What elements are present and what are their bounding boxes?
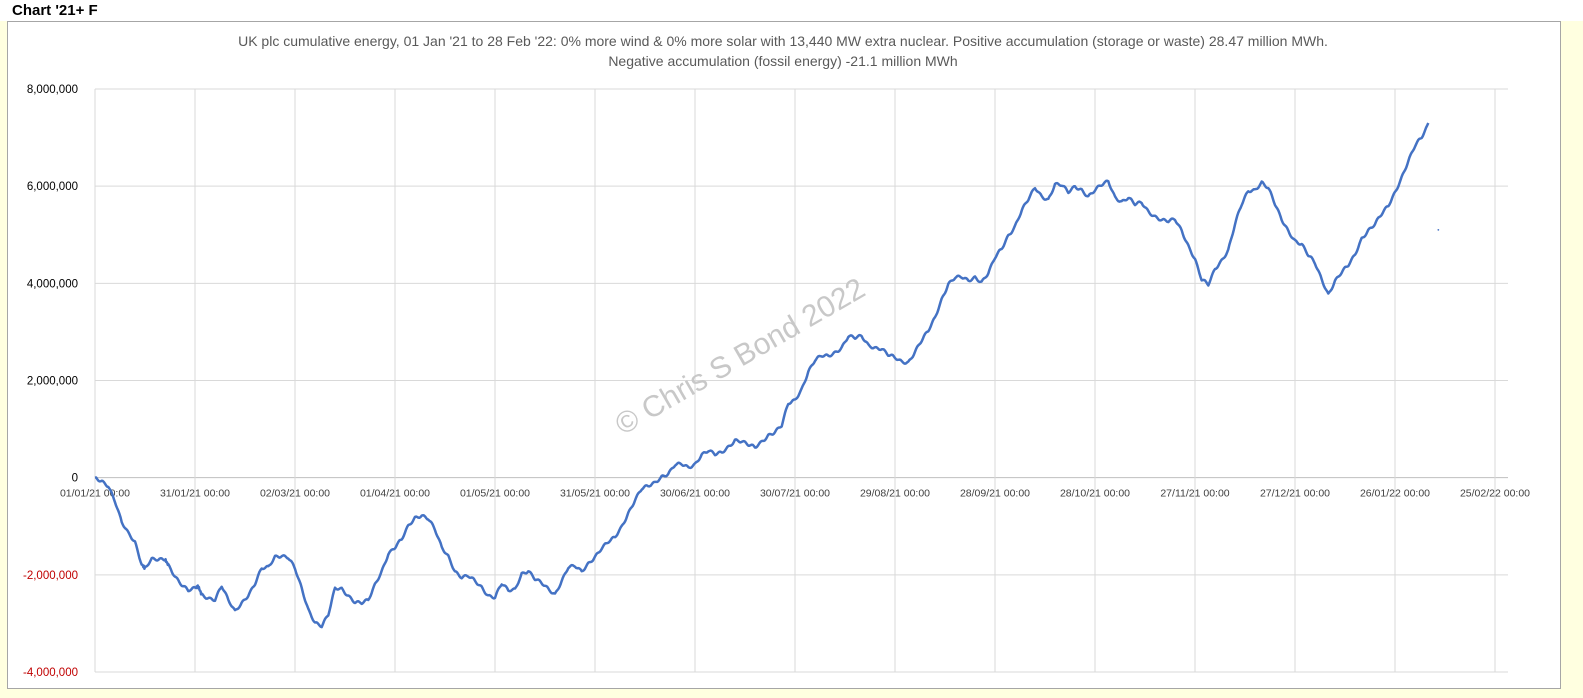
y-tick-label: 0 — [72, 473, 78, 485]
sheet-background-bottom — [0, 689, 1583, 698]
y-tick-label: 2,000,000 — [27, 376, 78, 388]
x-tick-label: 27/12/21 00:00 — [1260, 488, 1330, 500]
x-tick-label: 28/09/21 00:00 — [960, 488, 1030, 500]
x-tick-label: 27/11/21 00:00 — [1160, 488, 1229, 500]
y-tick-label: 8,000,000 — [27, 84, 78, 96]
x-tick-label: 30/07/21 00:00 — [760, 488, 830, 500]
stray-data-point — [1437, 228, 1440, 231]
x-tick-label: 31/05/21 00:00 — [560, 488, 630, 500]
x-axis-ticks: 01/01/21 00:00 31/01/21 00:00 02/03/21 00:… — [60, 488, 1530, 500]
sheet-background-left — [0, 21, 7, 698]
series-line — [94, 122, 1430, 629]
y-tick-label: -4,000,000 — [23, 667, 78, 679]
y-axis-ticks: 8,000,000 6,000,000 4,000,000 2,000,000 0 -2,… — [23, 84, 78, 679]
x-tick-label: 02/03/21 00:00 — [260, 488, 330, 500]
y-tick-label: 4,000,000 — [27, 278, 78, 290]
x-tick-label: 29/08/21 00:00 — [860, 488, 930, 500]
chart-area[interactable] — [7, 21, 1561, 689]
x-tick-label: 28/10/21 00:00 — [1060, 488, 1130, 500]
chart-subtitle: Negative accumulation (fossil energy) -2… — [608, 53, 957, 69]
x-tick-label: 01/04/21 00:00 — [360, 488, 430, 500]
x-tick-label: 01/01/21 00:00 — [60, 488, 130, 500]
chart-title: UK plc cumulative energy, 01 Jan '21 to … — [238, 33, 1328, 49]
sheet-label: Chart '21+ F — [12, 2, 98, 19]
x-tick-label: 26/01/22 00:00 — [1360, 488, 1430, 500]
sheet-background-right — [1561, 21, 1583, 698]
x-tick-label: 31/01/21 00:00 — [160, 488, 230, 500]
x-tick-label: 25/02/22 00:00 — [1460, 488, 1530, 500]
x-tick-label: 01/05/21 00:00 — [460, 488, 530, 500]
y-tick-label: 6,000,000 — [27, 181, 78, 193]
grid-lines — [94, 88, 1508, 673]
y-tick-label: -2,000,000 — [23, 570, 78, 582]
x-tick-label: 30/06/21 00:00 — [660, 488, 730, 500]
series-layer — [94, 122, 1440, 629]
